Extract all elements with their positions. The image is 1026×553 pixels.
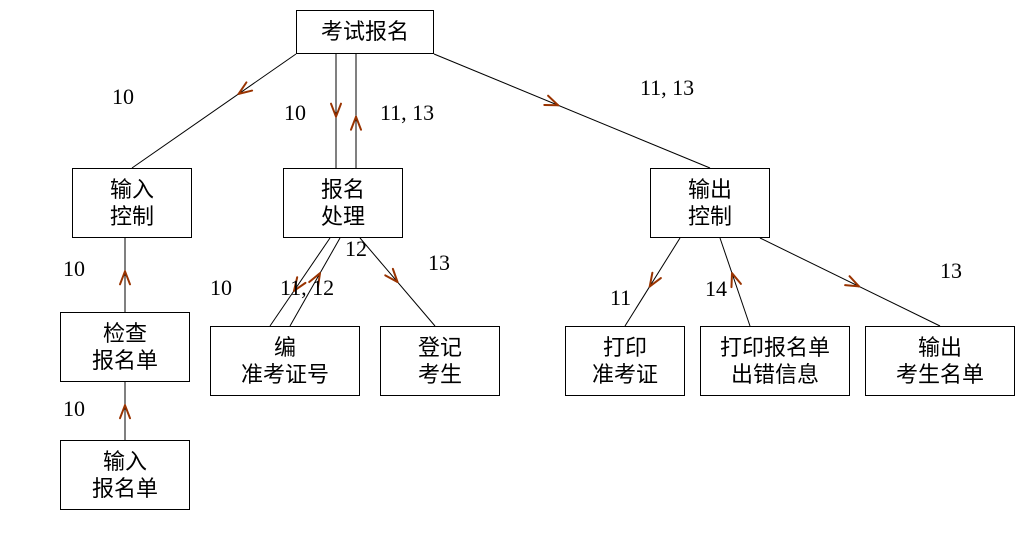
edge-arrowhead	[239, 82, 253, 94]
node-label: 输入	[103, 448, 147, 476]
edge-label: 12	[345, 236, 367, 262]
edge-label: 10	[284, 100, 306, 126]
edge-label: 11, 13	[380, 100, 434, 126]
edge-label: 11	[610, 285, 631, 311]
node-print_e: 打印报名单出错信息	[700, 326, 850, 396]
node-label: 出错信息	[731, 361, 819, 389]
node-label: 登记	[418, 334, 462, 362]
node-label: 报名单	[92, 347, 158, 375]
node-label: 打印报名单	[720, 334, 830, 362]
node-label: 处理	[321, 203, 365, 231]
edge-label: 11, 12	[280, 275, 334, 301]
node-label: 检查	[103, 320, 147, 348]
node-label: 准考证	[592, 361, 658, 389]
edge-label: 10	[210, 275, 232, 301]
node-label: 输入	[110, 176, 154, 204]
edge-line	[760, 238, 940, 326]
node-label: 编	[274, 334, 296, 362]
edge-line	[434, 54, 710, 168]
edge-arrowhead	[650, 273, 661, 287]
edge-label: 11, 13	[640, 75, 694, 101]
node-label: 输出	[918, 334, 962, 362]
node-out_list: 输出考生名单	[865, 326, 1015, 396]
edge-label: 10	[63, 256, 85, 282]
node-label: 考生	[418, 361, 462, 389]
node-label: 控制	[688, 203, 732, 231]
edge-label: 13	[940, 258, 962, 284]
node-label: 报名	[321, 176, 365, 204]
edge-label: 10	[112, 84, 134, 110]
node-input_f: 输入报名单	[60, 440, 190, 510]
node-proc: 报名处理	[283, 168, 403, 238]
node-assign: 编准考证号	[210, 326, 360, 396]
edge-line	[132, 54, 296, 168]
node-reg: 登记考生	[380, 326, 500, 396]
node-label: 考生名单	[896, 361, 984, 389]
node-print_t: 打印准考证	[565, 326, 685, 396]
node-in_ctrl: 输入控制	[72, 168, 192, 238]
node-label: 准考证号	[241, 361, 329, 389]
edge-label: 10	[63, 396, 85, 422]
node-label: 考试报名	[321, 18, 409, 46]
edge-label: 14	[705, 276, 727, 302]
node-label: 输出	[688, 176, 732, 204]
edge-label: 13	[428, 250, 450, 276]
node-root: 考试报名	[296, 10, 434, 54]
node-out_ctrl: 输出控制	[650, 168, 770, 238]
node-label: 控制	[110, 203, 154, 231]
node-check: 检查报名单	[60, 312, 190, 382]
edge-line	[625, 238, 680, 326]
node-label: 打印	[603, 334, 647, 362]
edge-arrowhead	[845, 276, 859, 286]
node-label: 报名单	[92, 475, 158, 503]
